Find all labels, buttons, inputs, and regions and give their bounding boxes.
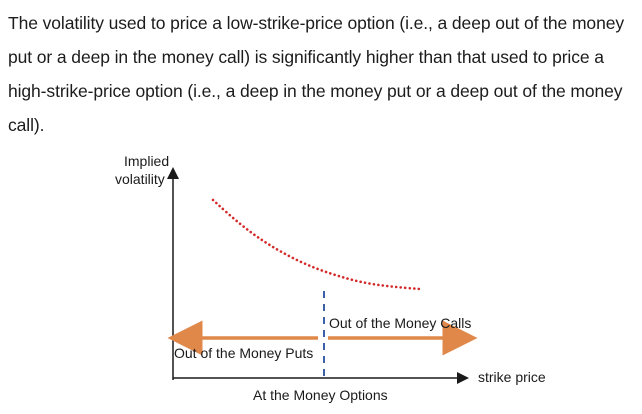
out-of-money-calls-label: Out of the Money Calls (329, 315, 471, 331)
at-the-money-label: At the Money Options (253, 387, 388, 403)
out-of-money-puts-label: Out of the Money Puts (174, 345, 313, 361)
implied-volatility-curve (211, 198, 422, 291)
explanation-paragraph: The volatility used to price a low-strik… (8, 13, 624, 135)
y-axis-label-line-1: Implied (124, 153, 169, 169)
x-axis-label: strike price (478, 369, 546, 385)
y-axis-label-line-2: volatility (115, 171, 165, 187)
